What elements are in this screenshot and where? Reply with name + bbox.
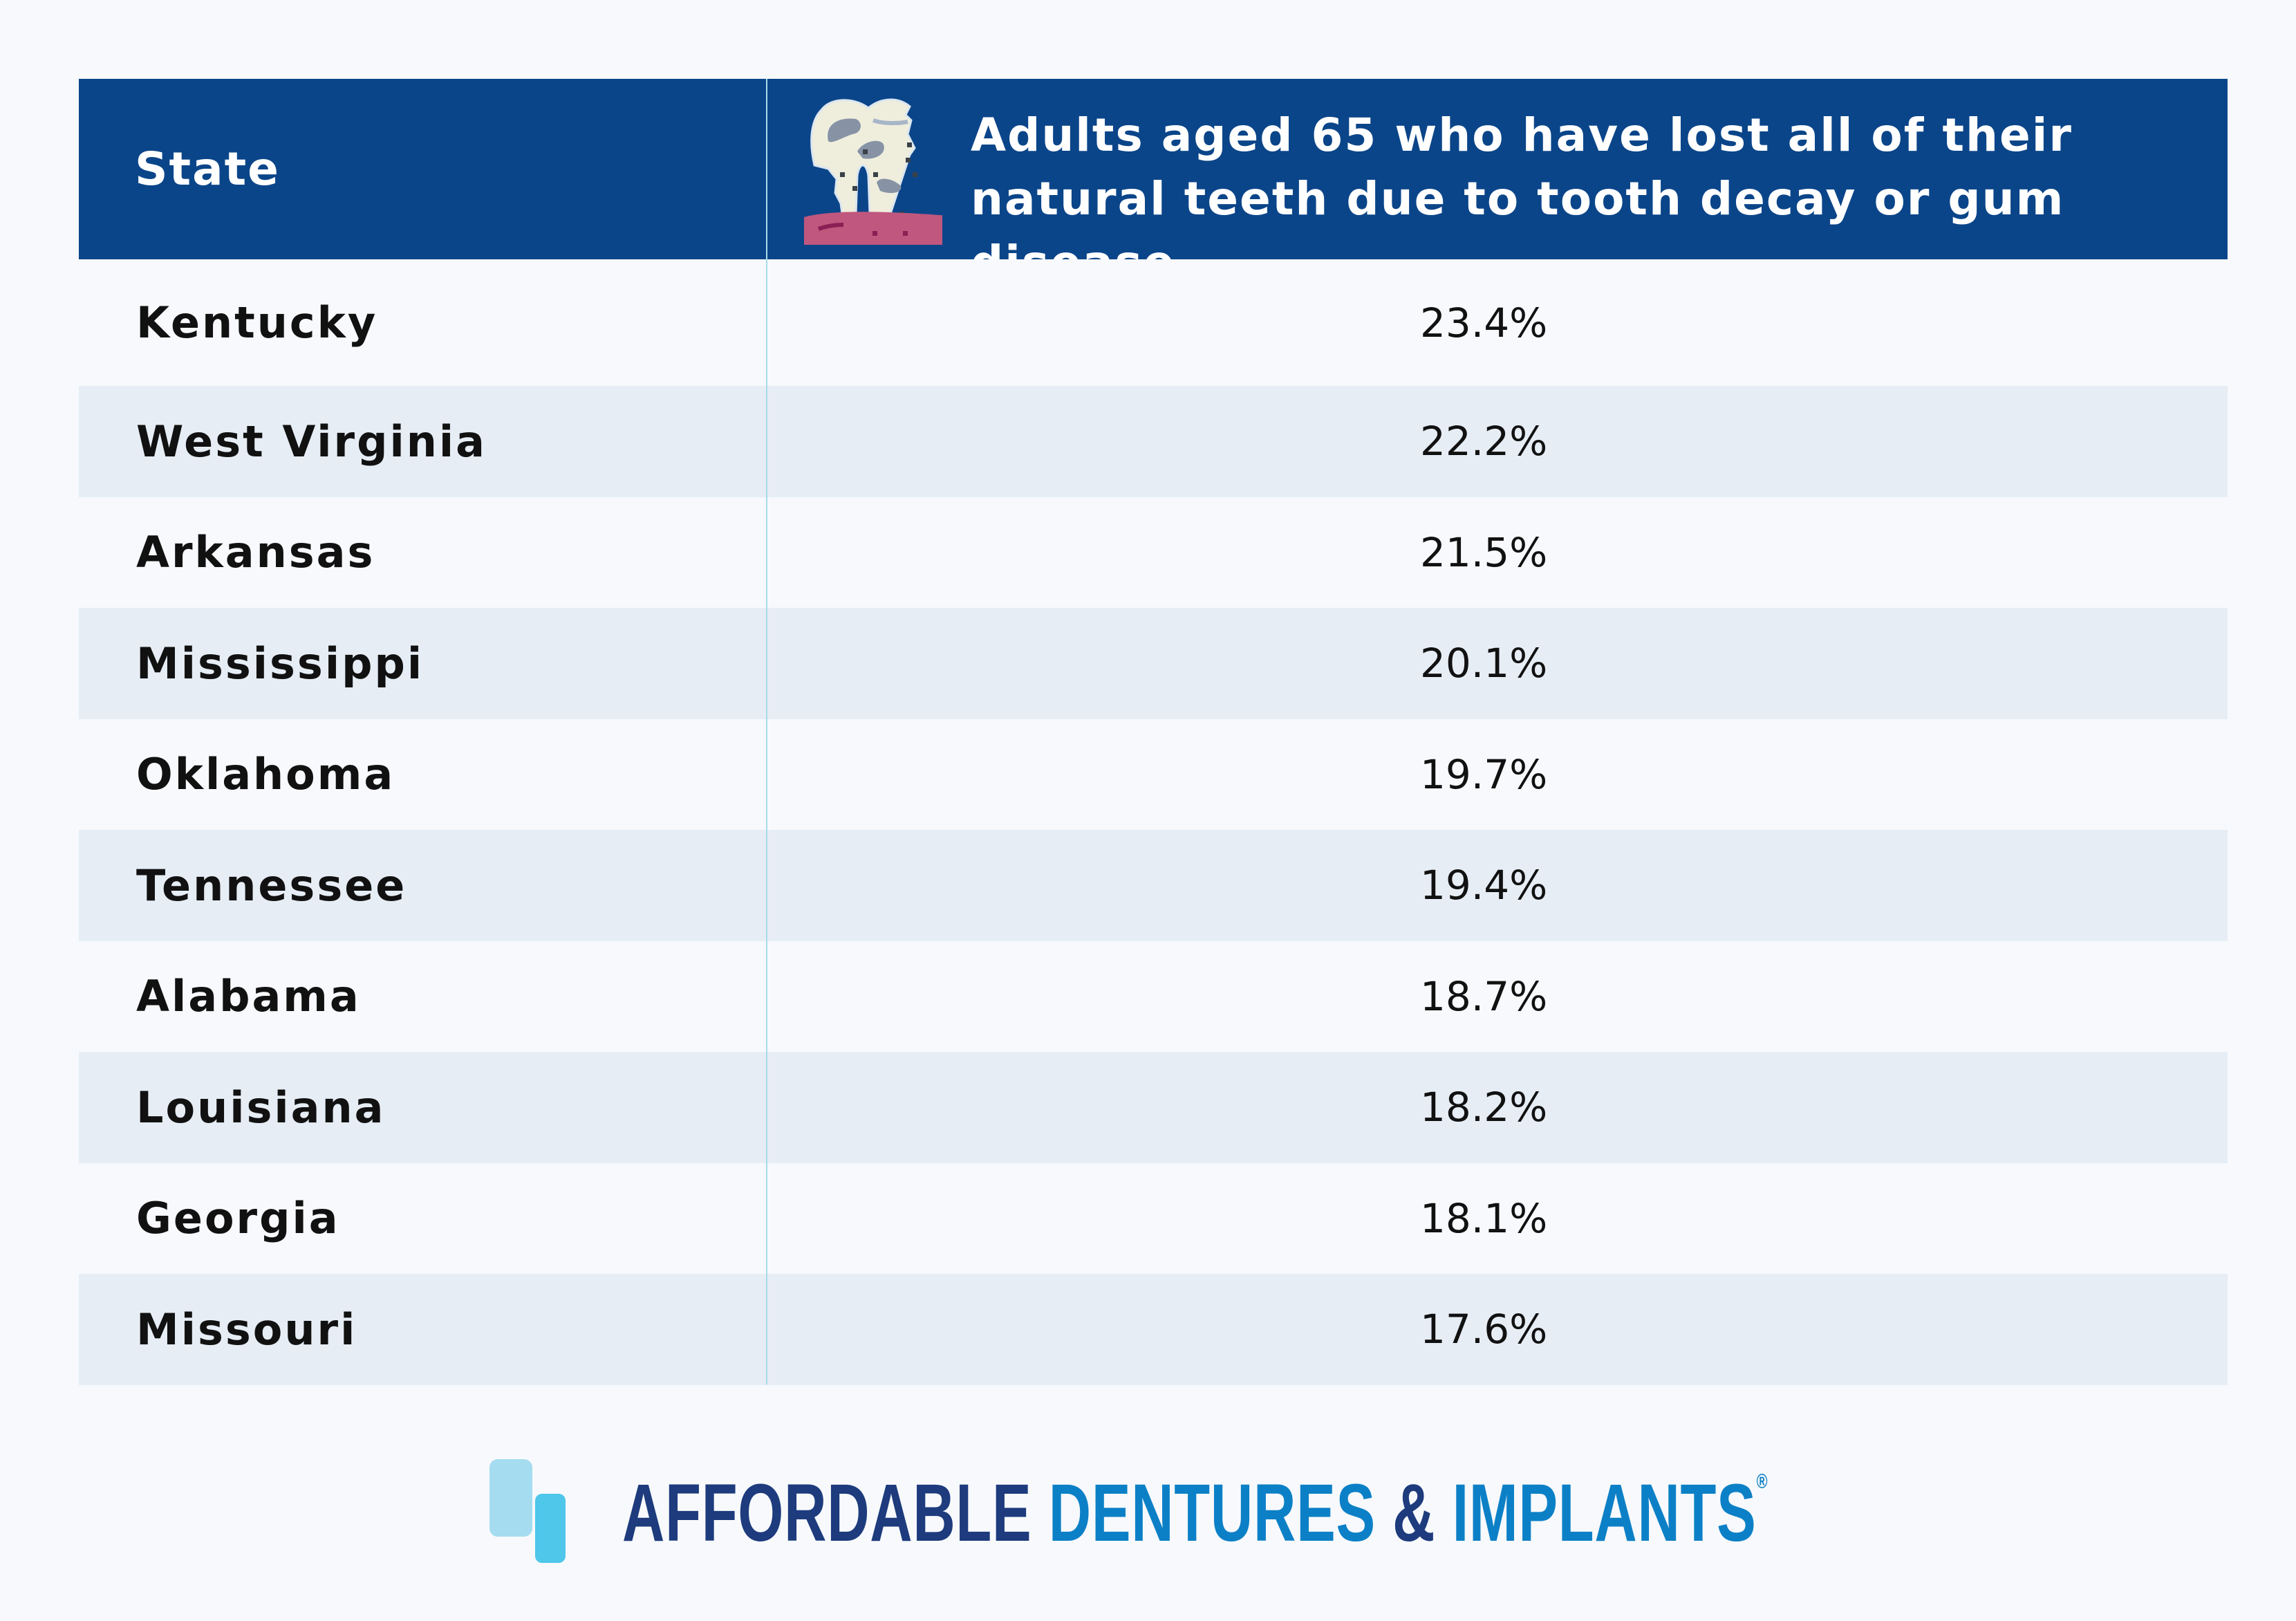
table-row: Tennessee 19.4% <box>79 830 2228 941</box>
percentage-value: 18.7% <box>1420 972 1548 1020</box>
table-row: Mississippi 20.1% <box>79 608 2228 719</box>
table-row: Louisiana 18.2% <box>79 1052 2228 1163</box>
header-state: State <box>135 142 280 196</box>
percentage-value: 20.1% <box>1420 640 1548 687</box>
logo-mark-icon <box>489 1459 566 1563</box>
percentage-value: 19.4% <box>1420 862 1548 909</box>
logo-word-implants: IMPLANTS <box>1452 1467 1757 1559</box>
table-row: Kentucky 23.4% <box>79 259 2228 386</box>
registered-mark: ® <box>1756 1470 1768 1493</box>
percentage-value: 18.2% <box>1420 1084 1548 1131</box>
state-name: Kentucky <box>136 297 378 348</box>
state-name: Mississippi <box>136 638 424 689</box>
brand-logo: AFFORDABLE DENTURES & IMPLANTS® <box>484 1458 1839 1568</box>
state-name: Oklahoma <box>136 749 395 800</box>
logo-ampersand: & <box>1392 1467 1436 1559</box>
percentage-value: 21.5% <box>1420 528 1548 576</box>
logo-word-dentures: DENTURES <box>1048 1467 1376 1559</box>
percentage-value: 19.7% <box>1420 750 1548 798</box>
percentage-value: 18.1% <box>1420 1194 1548 1242</box>
table-row: Oklahoma 19.7% <box>79 719 2228 830</box>
state-name: Missouri <box>136 1304 357 1355</box>
table-row: Alabama 18.7% <box>79 941 2228 1052</box>
percentage-value: 22.2% <box>1420 418 1548 465</box>
column-divider <box>766 79 767 1384</box>
data-table: State Adults aged 65 who have lost all o… <box>79 79 2228 1385</box>
state-name: Georgia <box>136 1193 340 1244</box>
decayed-tooth-icon <box>804 98 942 245</box>
table-row: Arkansas 21.5% <box>79 497 2228 608</box>
table-row: West Virginia 22.2% <box>79 386 2228 497</box>
state-name: West Virginia <box>136 416 487 467</box>
table-row: Georgia 18.1% <box>79 1163 2228 1274</box>
table-row: Missouri 17.6% <box>79 1274 2228 1385</box>
table-header: State Adults aged 65 who have lost all o… <box>79 79 2228 289</box>
logo-word-affordable: AFFORDABLE <box>622 1467 1032 1559</box>
state-name: Louisiana <box>136 1082 386 1133</box>
state-name: Alabama <box>136 971 361 1022</box>
state-name: Arkansas <box>136 527 375 578</box>
table-body: Kentucky 23.4% West Virginia 22.2% Arkansas 2… <box>79 259 2228 1385</box>
header-metric: Adults aged 65 who have lost all of thei… <box>971 109 2073 289</box>
percentage-value: 23.4% <box>1420 299 1548 346</box>
state-name: Tennessee <box>136 860 407 911</box>
percentage-value: 17.6% <box>1420 1306 1548 1353</box>
